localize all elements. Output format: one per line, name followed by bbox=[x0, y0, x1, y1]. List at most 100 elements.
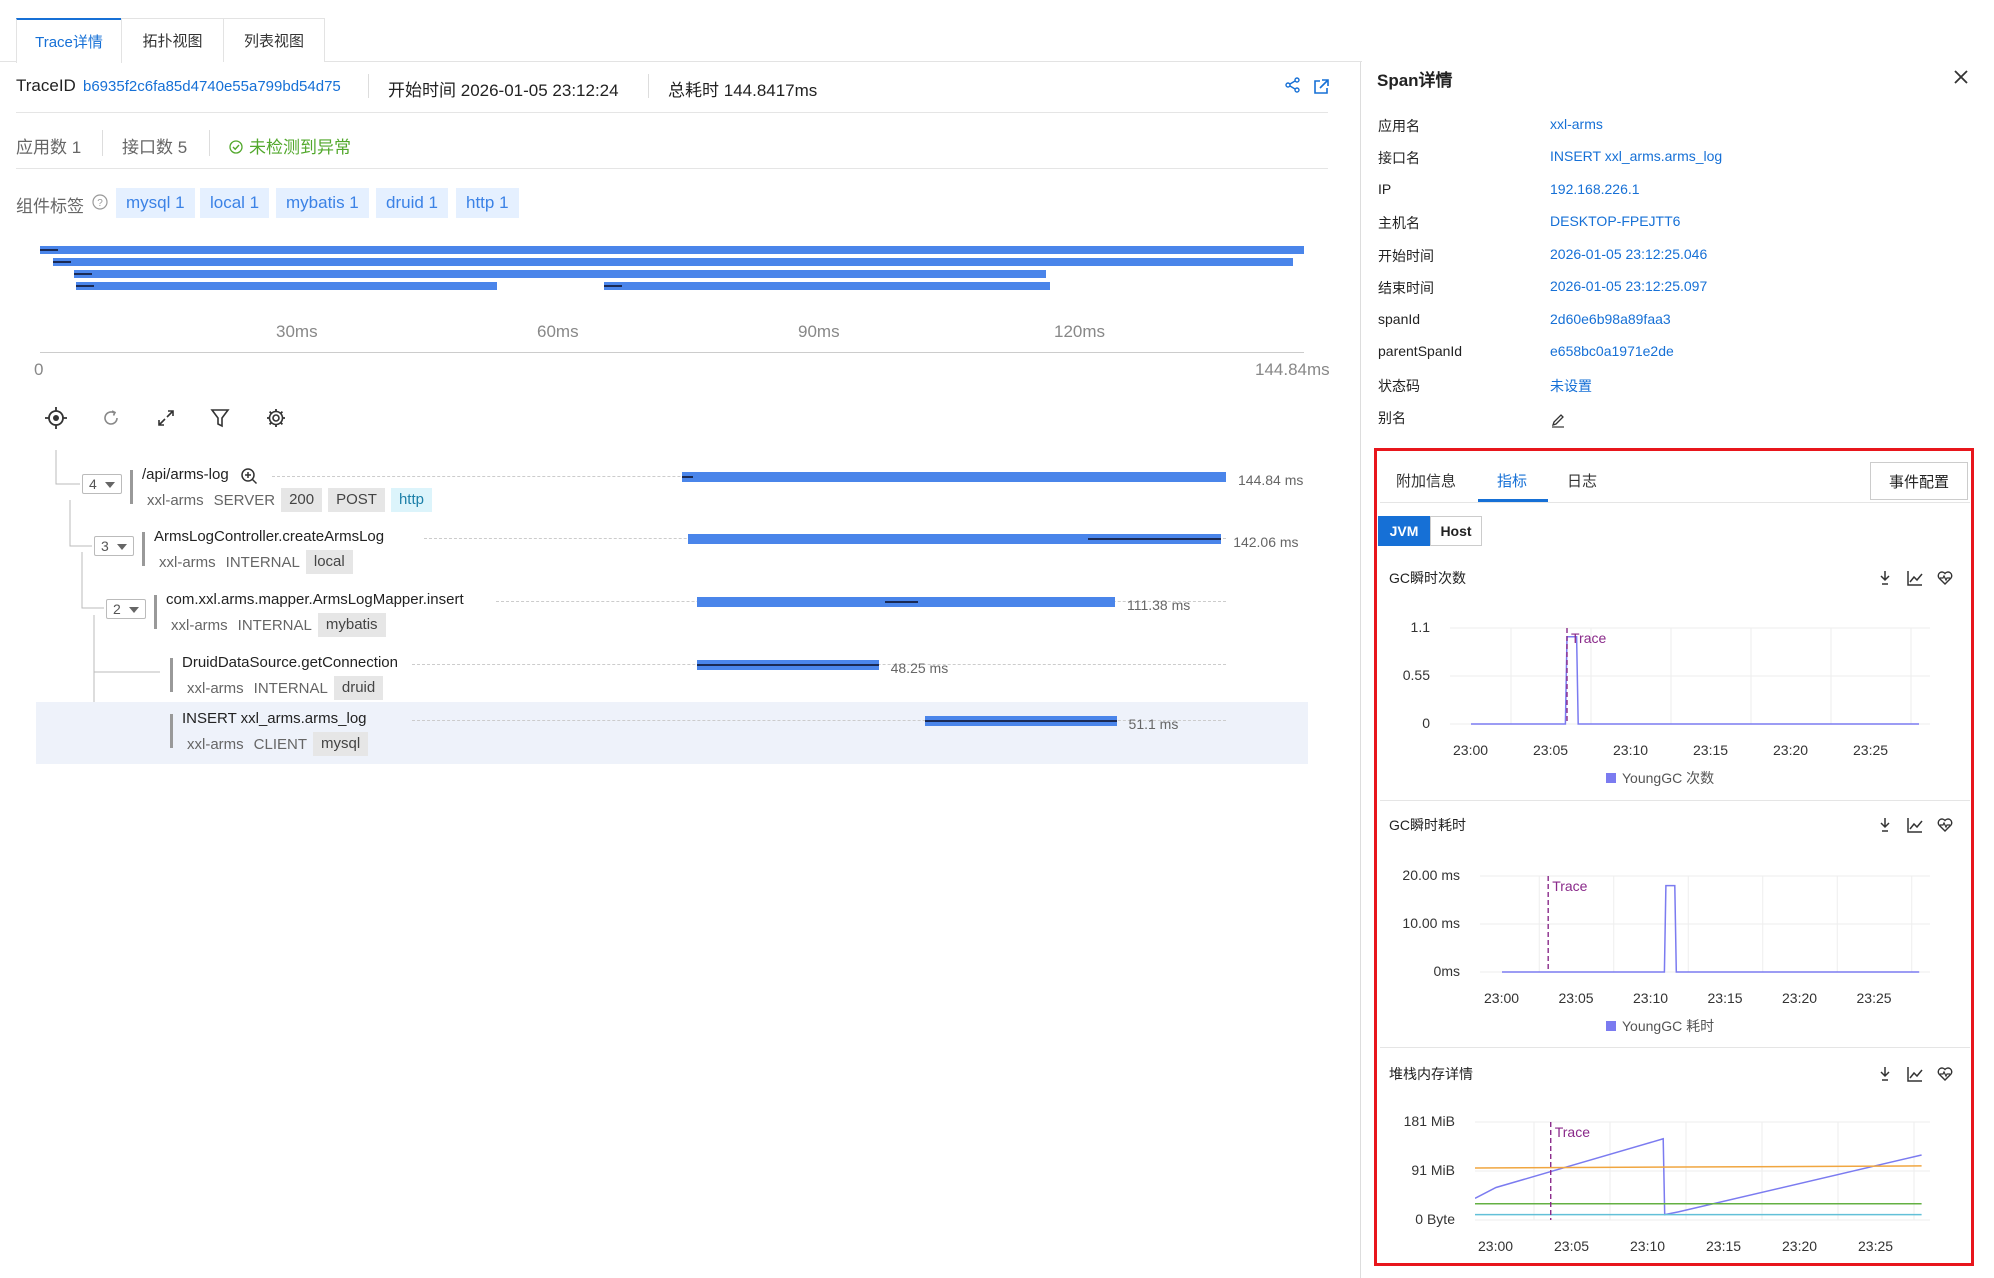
x-tick-label: 23:25 bbox=[1856, 990, 1892, 1006]
span-duration-bar[interactable] bbox=[687, 534, 1222, 544]
detail-value[interactable]: xxl-arms bbox=[1550, 116, 1603, 132]
x-tick-label: 23:25 bbox=[1858, 1238, 1894, 1254]
overview-bar bbox=[53, 258, 1293, 266]
detail-value[interactable]: DESKTOP-FPEJTT6 bbox=[1550, 213, 1681, 229]
chart-legend[interactable]: YoungGC 次数 bbox=[1606, 768, 1714, 788]
start-time-value: 2026-01-05 23:12:24 bbox=[460, 81, 619, 100]
chart-plot[interactable] bbox=[1480, 866, 1950, 982]
close-icon[interactable] bbox=[1952, 68, 1970, 86]
child-count: 3 bbox=[101, 538, 109, 554]
span-duration: 51.1 ms bbox=[1128, 716, 1179, 732]
filter-icon[interactable] bbox=[206, 404, 234, 432]
span-kind: CLIENT bbox=[253, 735, 308, 753]
download-icon[interactable] bbox=[1876, 1065, 1894, 1083]
y-tick-label: 20.00 ms bbox=[1402, 867, 1460, 883]
span-tag: mybatis bbox=[317, 613, 386, 637]
detail-key: 状态码 bbox=[1378, 378, 1420, 394]
component-chip-http[interactable]: http 1 bbox=[456, 188, 519, 218]
zoom-in-icon[interactable] bbox=[240, 467, 258, 485]
download-icon[interactable] bbox=[1876, 816, 1894, 834]
line-chart-icon[interactable] bbox=[1906, 1065, 1924, 1083]
span-name[interactable]: com.xxl.arms.mapper.ArmsLogMapper.insert bbox=[166, 591, 464, 608]
help-icon[interactable]: ? bbox=[92, 194, 108, 210]
timeline-start: 0 bbox=[34, 360, 44, 379]
component-chip-local[interactable]: local 1 bbox=[200, 188, 270, 218]
detail-value[interactable]: 2026-01-05 23:12:25.097 bbox=[1550, 278, 1708, 294]
api-count: 接口数 5 bbox=[122, 138, 188, 157]
expand-toggle[interactable]: 2 bbox=[106, 599, 146, 619]
component-chip-mybatis[interactable]: mybatis 1 bbox=[276, 188, 369, 218]
series-line bbox=[1502, 884, 1920, 973]
event-config-button[interactable]: 事件配置 bbox=[1870, 462, 1968, 500]
guide-line bbox=[412, 720, 1226, 721]
download-icon[interactable] bbox=[1876, 569, 1894, 587]
tab-list-view[interactable]: 列表视图 bbox=[223, 18, 325, 62]
detail-value[interactable]: INSERT xxl_arms.arms_log bbox=[1550, 148, 1723, 164]
x-tick-label: 23:10 bbox=[1630, 1238, 1666, 1254]
host-toggle[interactable]: Host bbox=[1430, 516, 1482, 546]
x-tick-label: 23:15 bbox=[1706, 1238, 1742, 1254]
x-tick-label: 23:15 bbox=[1707, 990, 1743, 1006]
detail-value[interactable]: 2026-01-05 23:12:25.046 bbox=[1550, 246, 1708, 262]
component-chip-druid[interactable]: druid 1 bbox=[376, 188, 448, 218]
tab-logs[interactable]: 日志 bbox=[1567, 473, 1598, 490]
span-app: xxl-arms bbox=[187, 735, 244, 753]
span-self-time bbox=[1087, 538, 1222, 540]
overview-bar bbox=[75, 282, 497, 290]
span-name[interactable]: /api/arms-log bbox=[142, 466, 229, 483]
span-name[interactable]: INSERT xxl_arms.arms_log bbox=[182, 710, 367, 727]
tab-trace-detail[interactable]: Trace详情 bbox=[16, 18, 122, 63]
span-app: xxl-arms bbox=[171, 616, 228, 634]
jvm-toggle[interactable]: JVM bbox=[1378, 516, 1430, 546]
refresh-icon[interactable] bbox=[97, 404, 125, 432]
share-icon[interactable] bbox=[1284, 76, 1302, 94]
detail-value[interactable]: 192.168.226.1 bbox=[1550, 181, 1640, 197]
heart-pulse-icon[interactable] bbox=[1936, 569, 1954, 587]
heart-pulse-icon[interactable] bbox=[1936, 816, 1954, 834]
child-count: 4 bbox=[89, 476, 97, 492]
y-tick-label: 0ms bbox=[1433, 963, 1460, 979]
x-tick-label: 23:05 bbox=[1533, 742, 1569, 758]
traceid-label: TraceID bbox=[16, 76, 76, 95]
tab-extra-info[interactable]: 附加信息 bbox=[1396, 473, 1457, 490]
x-tick-label: 23:00 bbox=[1453, 742, 1489, 758]
span-duration: 48.25 ms bbox=[890, 660, 949, 676]
timeline-tick: 30ms bbox=[276, 322, 318, 341]
span-name[interactable]: DruidDataSource.getConnection bbox=[182, 654, 398, 671]
detail-key: parentSpanId bbox=[1378, 343, 1463, 359]
expand-toggle[interactable]: 3 bbox=[94, 536, 134, 556]
tab-topology[interactable]: 拓扑视图 bbox=[121, 18, 224, 62]
component-chip-mysql[interactable]: mysql 1 bbox=[116, 188, 195, 218]
trace-annotation: Trace bbox=[1554, 1124, 1590, 1140]
chart-plot[interactable] bbox=[1450, 618, 1950, 734]
overview-bar bbox=[74, 270, 1047, 278]
table-row-selected[interactable] bbox=[36, 702, 1308, 764]
chevron-down-icon bbox=[129, 607, 139, 613]
open-external-icon[interactable] bbox=[1312, 78, 1330, 96]
chart-legend[interactable]: YoungGC 耗时 bbox=[1606, 1016, 1714, 1036]
chart-title: 堆栈内存详情 bbox=[1389, 1066, 1473, 1082]
settings-icon[interactable] bbox=[262, 404, 290, 432]
x-tick-label: 23:10 bbox=[1633, 990, 1669, 1006]
line-chart-icon[interactable] bbox=[1906, 569, 1924, 587]
expand-toggle[interactable]: 4 bbox=[82, 474, 122, 494]
heart-pulse-icon[interactable] bbox=[1936, 1065, 1954, 1083]
edit-icon[interactable] bbox=[1550, 412, 1566, 428]
detail-value[interactable]: 2d60e6b98a89faa3 bbox=[1550, 311, 1671, 327]
detail-key: 应用名 bbox=[1378, 118, 1420, 134]
trace-overview[interactable] bbox=[40, 240, 1304, 296]
detail-value[interactable]: e658bc0a1971e2de bbox=[1550, 343, 1674, 359]
tab-metrics[interactable]: 指标 bbox=[1497, 473, 1528, 490]
expand-icon[interactable] bbox=[152, 404, 180, 432]
span-name[interactable]: ArmsLogController.createArmsLog bbox=[154, 528, 385, 545]
span-duration-bar[interactable] bbox=[682, 472, 1226, 482]
chart-plot[interactable] bbox=[1475, 1112, 1950, 1230]
line-chart-icon[interactable] bbox=[1906, 816, 1924, 834]
span-meta: xxl-arms INTERNAL mybatis bbox=[171, 613, 386, 637]
trace-annotation: Trace bbox=[1571, 630, 1607, 646]
timeline-tick: 120ms bbox=[1054, 322, 1106, 341]
detail-value[interactable]: 未设置 bbox=[1550, 378, 1592, 394]
locate-icon[interactable] bbox=[42, 404, 70, 432]
span-app: xxl-arms bbox=[147, 491, 204, 509]
traceid-value[interactable]: b6935f2c6fa85d4740e55a799bd54d75 bbox=[83, 78, 341, 95]
